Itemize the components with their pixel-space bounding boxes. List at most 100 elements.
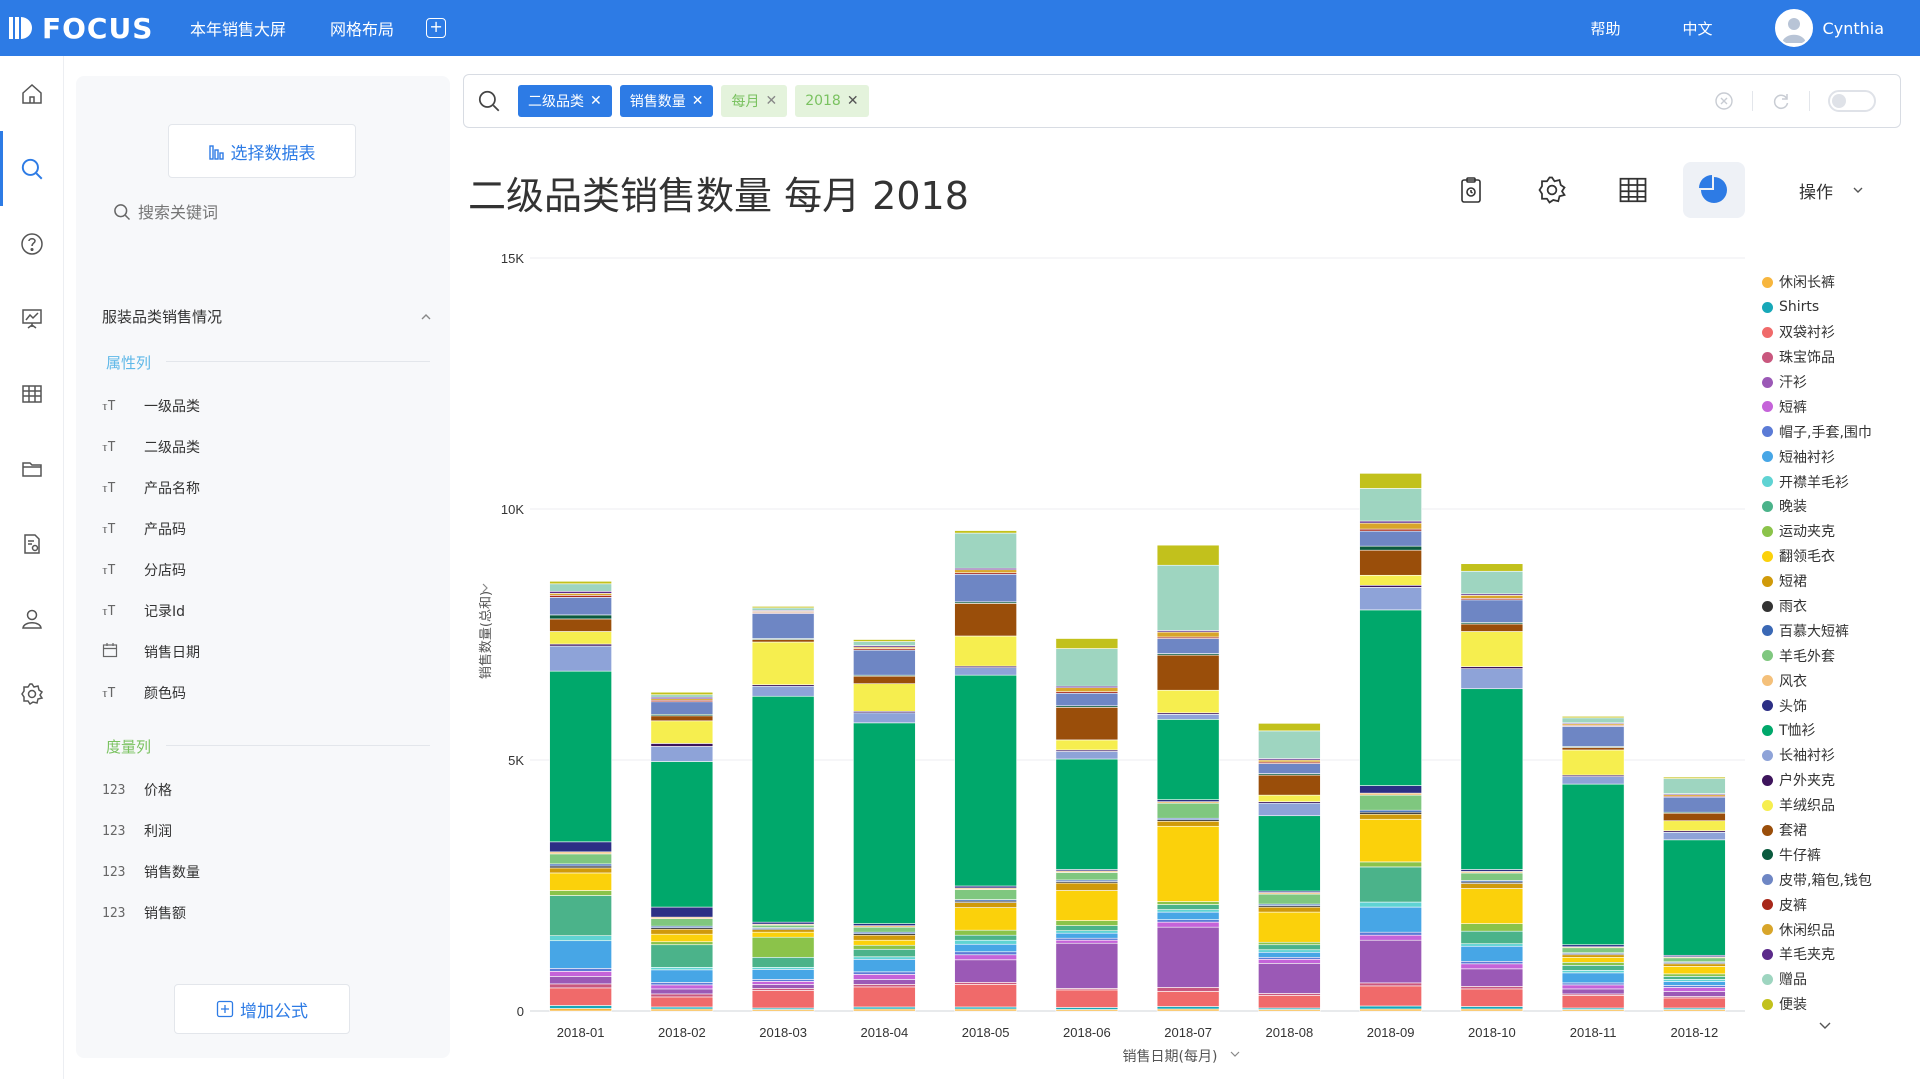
legend-item[interactable]: 休闲织品 xyxy=(1762,917,1912,942)
search-token-quantity[interactable]: 销售数量 ✕ xyxy=(619,85,714,117)
legend-label: 运动夹克 xyxy=(1779,524,1835,541)
language-switch[interactable]: 中文 xyxy=(1682,19,1713,38)
legend-item[interactable]: 便装 xyxy=(1762,992,1912,1017)
select-table-button[interactable]: 选择数据表 xyxy=(168,124,356,178)
nav-settings[interactable] xyxy=(0,656,64,731)
nav-search[interactable] xyxy=(0,131,64,206)
legend-item[interactable]: 皮带,箱包,钱包 xyxy=(1762,867,1912,892)
legend-item[interactable]: 休闲长裤 xyxy=(1762,270,1912,295)
legend-label: 翻领毛衣 xyxy=(1779,549,1835,566)
field-attr-5[interactable]: ⲧT 记录Id xyxy=(102,601,185,621)
save-answer-button[interactable] xyxy=(1440,162,1502,218)
legend-item[interactable]: 运动夹克 xyxy=(1762,519,1912,544)
x-tick-label: 2018-06 xyxy=(1063,1025,1111,1040)
legend-item[interactable]: T恤衫 xyxy=(1762,718,1912,743)
dataset-header[interactable]: 服装品类销售情况 xyxy=(102,306,432,327)
legend-item[interactable]: 头饰 xyxy=(1762,693,1912,718)
legend-item[interactable]: 风衣 xyxy=(1762,668,1912,693)
bar-segment xyxy=(1258,794,1321,802)
search-token-year[interactable]: 2018 ✕ xyxy=(795,85,869,117)
field-measure-2[interactable]: 123 销售数量 xyxy=(102,862,200,882)
legend-item[interactable]: 赠品 xyxy=(1762,967,1912,992)
legend-item[interactable]: 汗衫 xyxy=(1762,370,1912,395)
nav-dashboard[interactable] xyxy=(0,281,64,356)
logo[interactable]: FOCUS xyxy=(8,12,178,45)
close-icon[interactable]: ✕ xyxy=(691,93,704,109)
bar-segment xyxy=(1561,726,1625,747)
bar-segment xyxy=(751,931,815,938)
bar-segment xyxy=(1156,909,1220,913)
nav-home[interactable] xyxy=(0,56,64,131)
legend-item[interactable]: 羊毛夹克 xyxy=(1762,942,1912,967)
legend-item[interactable]: 羊绒织品 xyxy=(1762,793,1912,818)
nav-sales-screen[interactable]: 本年销售大屏 xyxy=(190,20,287,39)
legend-item[interactable]: 双袋衬衫 xyxy=(1762,320,1912,345)
chart-view-button[interactable] xyxy=(1683,162,1745,218)
add-tab-button[interactable]: + xyxy=(426,18,447,38)
legend-item[interactable]: 翻领毛衣 xyxy=(1762,544,1912,569)
nav-user[interactable] xyxy=(0,581,64,656)
close-icon[interactable]: ✕ xyxy=(765,93,778,109)
legend-item[interactable]: 短裙 xyxy=(1762,569,1912,594)
legend-item[interactable]: 短裤 xyxy=(1762,394,1912,419)
legend-swatch xyxy=(1762,924,1773,936)
folder-icon xyxy=(22,461,42,477)
nav-grid-layout[interactable]: 网格布局 xyxy=(330,20,395,39)
bar-segment xyxy=(1055,758,1119,870)
nav-data-table[interactable] xyxy=(0,356,64,431)
legend-item[interactable]: 皮裤 xyxy=(1762,892,1912,917)
legend-item[interactable]: 牛仔裤 xyxy=(1762,842,1912,867)
legend-item[interactable]: 长袖衬衫 xyxy=(1762,743,1912,768)
legend-item[interactable]: 珠宝饰品 xyxy=(1762,345,1912,370)
bar-segment xyxy=(954,889,1017,900)
field-attr-6[interactable]: 销售日期 xyxy=(102,642,200,662)
bar-segment xyxy=(1561,717,1625,724)
bar-segment xyxy=(1055,687,1119,693)
operations-menu[interactable]: 操作 xyxy=(1799,178,1865,203)
field-attr-3[interactable]: ⲧT 产品码 xyxy=(102,519,186,539)
x-tick-label: 2018-04 xyxy=(861,1025,909,1040)
close-icon[interactable]: ✕ xyxy=(590,93,602,109)
legend-item[interactable]: 开襟羊毛衫 xyxy=(1762,469,1912,494)
mode-toggle[interactable] xyxy=(1828,90,1876,112)
legend-item[interactable]: 帽子,手套,围巾 xyxy=(1762,419,1912,444)
help-link[interactable]: 帮助 xyxy=(1590,19,1621,38)
field-attr-7[interactable]: ⲧT 颜色码 xyxy=(102,683,186,703)
legend-item[interactable]: 羊毛外套 xyxy=(1762,643,1912,668)
nav-folder[interactable] xyxy=(0,431,64,506)
legend-label: 风衣 xyxy=(1779,673,1807,690)
search-token-monthly[interactable]: 每月 ✕ xyxy=(721,85,788,117)
legend-item[interactable]: 短袖衬衫 xyxy=(1762,444,1912,469)
clear-icon[interactable] xyxy=(1714,91,1734,111)
chart-settings-button[interactable] xyxy=(1521,162,1583,218)
legend-item[interactable]: 套裙 xyxy=(1762,818,1912,843)
legend-item[interactable]: Shirts xyxy=(1762,295,1912,320)
field-measure-1[interactable]: 123 利润 xyxy=(102,821,172,841)
add-formula-button[interactable]: 增加公式 xyxy=(174,984,350,1034)
bar-segment xyxy=(1359,545,1422,551)
legend-item[interactable]: 户外夹克 xyxy=(1762,768,1912,793)
search-token-category[interactable]: 二级品类 ✕ xyxy=(518,85,612,117)
field-attr-0[interactable]: ⲧT 一级品类 xyxy=(102,396,200,416)
refresh-icon[interactable] xyxy=(1771,91,1791,111)
nav-report-settings[interactable] xyxy=(0,506,64,581)
bar-segment xyxy=(1156,825,1220,902)
legend-swatch xyxy=(1762,948,1773,960)
close-icon[interactable]: ✕ xyxy=(846,93,859,109)
field-measure-0[interactable]: 123 价格 xyxy=(102,780,172,800)
field-attr-1[interactable]: ⲧT 二级品类 xyxy=(102,437,200,457)
nav-help[interactable] xyxy=(0,206,64,281)
legend-item[interactable]: 雨衣 xyxy=(1762,594,1912,619)
chevron-down-icon[interactable] xyxy=(1817,1018,1833,1034)
field-attr-2[interactable]: ⲧT 产品名称 xyxy=(102,478,200,498)
legend-item[interactable]: 百慕大短裤 xyxy=(1762,618,1912,643)
field-measure-3[interactable]: 123 销售额 xyxy=(102,903,186,923)
user-menu[interactable]: Cynthia xyxy=(1774,9,1884,47)
chart-toolbar: 操作 xyxy=(1440,162,1865,218)
bar-segment xyxy=(853,712,916,724)
field-attr-4[interactable]: ⲧT 分店码 xyxy=(102,560,186,580)
keyword-search-input[interactable] xyxy=(138,202,388,222)
table-view-button[interactable] xyxy=(1602,162,1664,218)
field-label: 销售数量 xyxy=(144,865,200,881)
legend-item[interactable]: 晚装 xyxy=(1762,494,1912,519)
